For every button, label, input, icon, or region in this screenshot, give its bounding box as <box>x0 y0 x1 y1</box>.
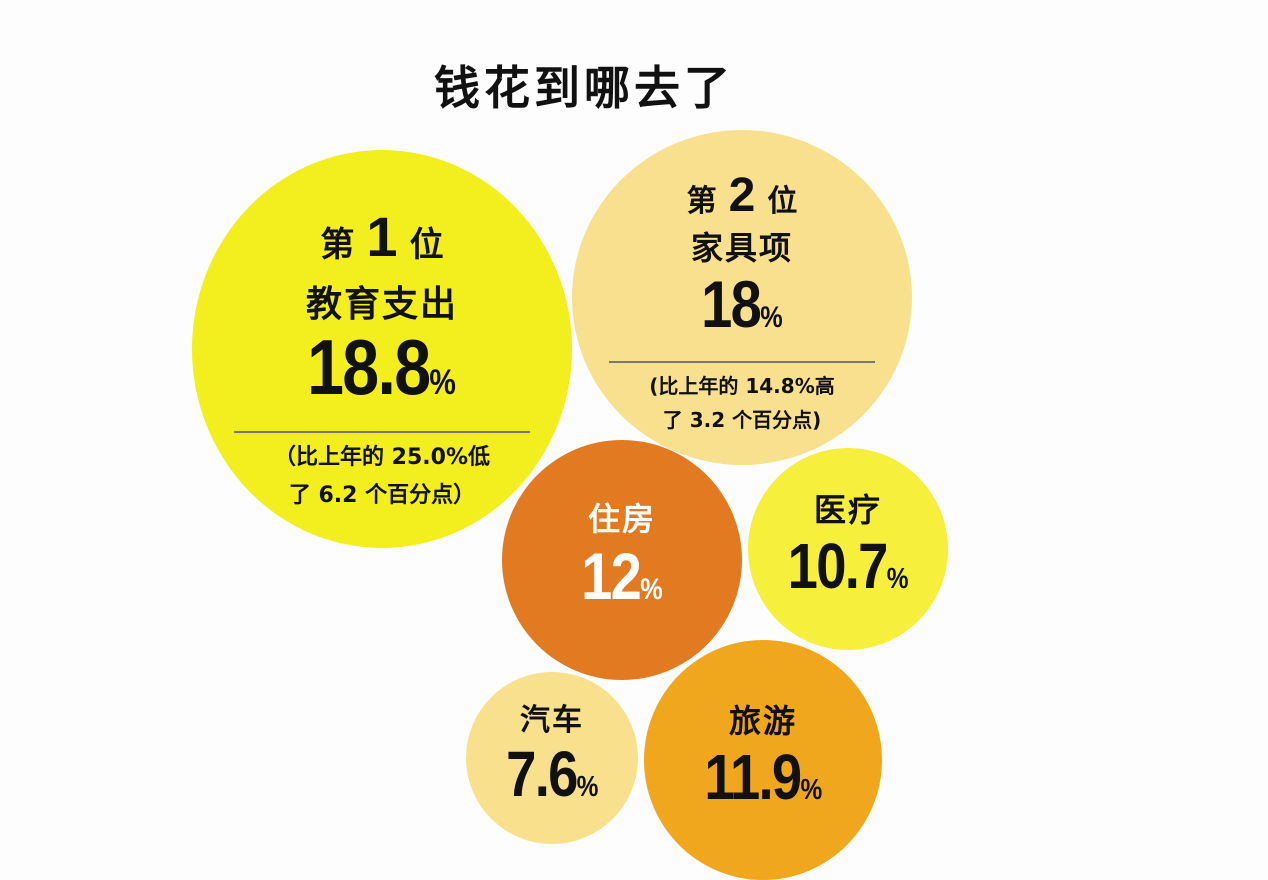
bubble-travel: 旅游 11.9% <box>644 640 882 880</box>
value-number: 11.9 <box>704 740 802 813</box>
value-number: 18 <box>701 267 762 341</box>
chart-title: 钱花到哪去了 <box>434 61 734 115</box>
value-label: 12% <box>581 540 662 626</box>
divider <box>609 361 875 363</box>
category-label: 教育支出 <box>305 283 458 325</box>
value-label: 7.6% <box>506 739 598 822</box>
divider <box>233 430 531 433</box>
rank-prefix: 第 <box>686 184 717 219</box>
value-label: 10.7% <box>788 531 909 614</box>
value-unit: % <box>886 562 909 595</box>
category-label: 家具项 <box>690 229 793 267</box>
bubble-medical: 医疗 10.7% <box>748 448 948 650</box>
value-number: 12 <box>581 539 642 613</box>
value-label: 18% <box>701 269 782 353</box>
value-unit: % <box>576 770 599 803</box>
category-label: 住房 <box>587 500 656 538</box>
value-unit: % <box>800 773 822 806</box>
value-unit: % <box>429 362 457 402</box>
rank-suffix: 位 <box>409 224 444 265</box>
value-label: 18.8% <box>308 327 457 423</box>
value-number: 18.8 <box>307 322 432 411</box>
comparison-note: (比上年的 14.8%高 了 3.2 个百分点) <box>649 374 835 432</box>
value-number: 10.7 <box>787 529 889 602</box>
rank-number: 1 <box>366 204 398 268</box>
category-label: 汽车 <box>520 702 584 738</box>
value-label: 11.9% <box>704 742 822 825</box>
comparison-note: （比上年的 25.0%低 了 6.2 个百分点） <box>274 444 490 508</box>
value-number: 7.6 <box>505 737 578 810</box>
value-unit: % <box>760 301 783 334</box>
rank-prefix: 第 <box>320 224 355 265</box>
bubble-housing: 住房 12% <box>502 440 742 680</box>
rank-number: 2 <box>728 169 756 222</box>
bubble-car: 汽车 7.6% <box>466 672 638 844</box>
category-label: 医疗 <box>813 490 882 529</box>
category-label: 旅游 <box>728 701 797 740</box>
value-unit: % <box>640 573 663 606</box>
rank-suffix: 位 <box>767 184 798 219</box>
